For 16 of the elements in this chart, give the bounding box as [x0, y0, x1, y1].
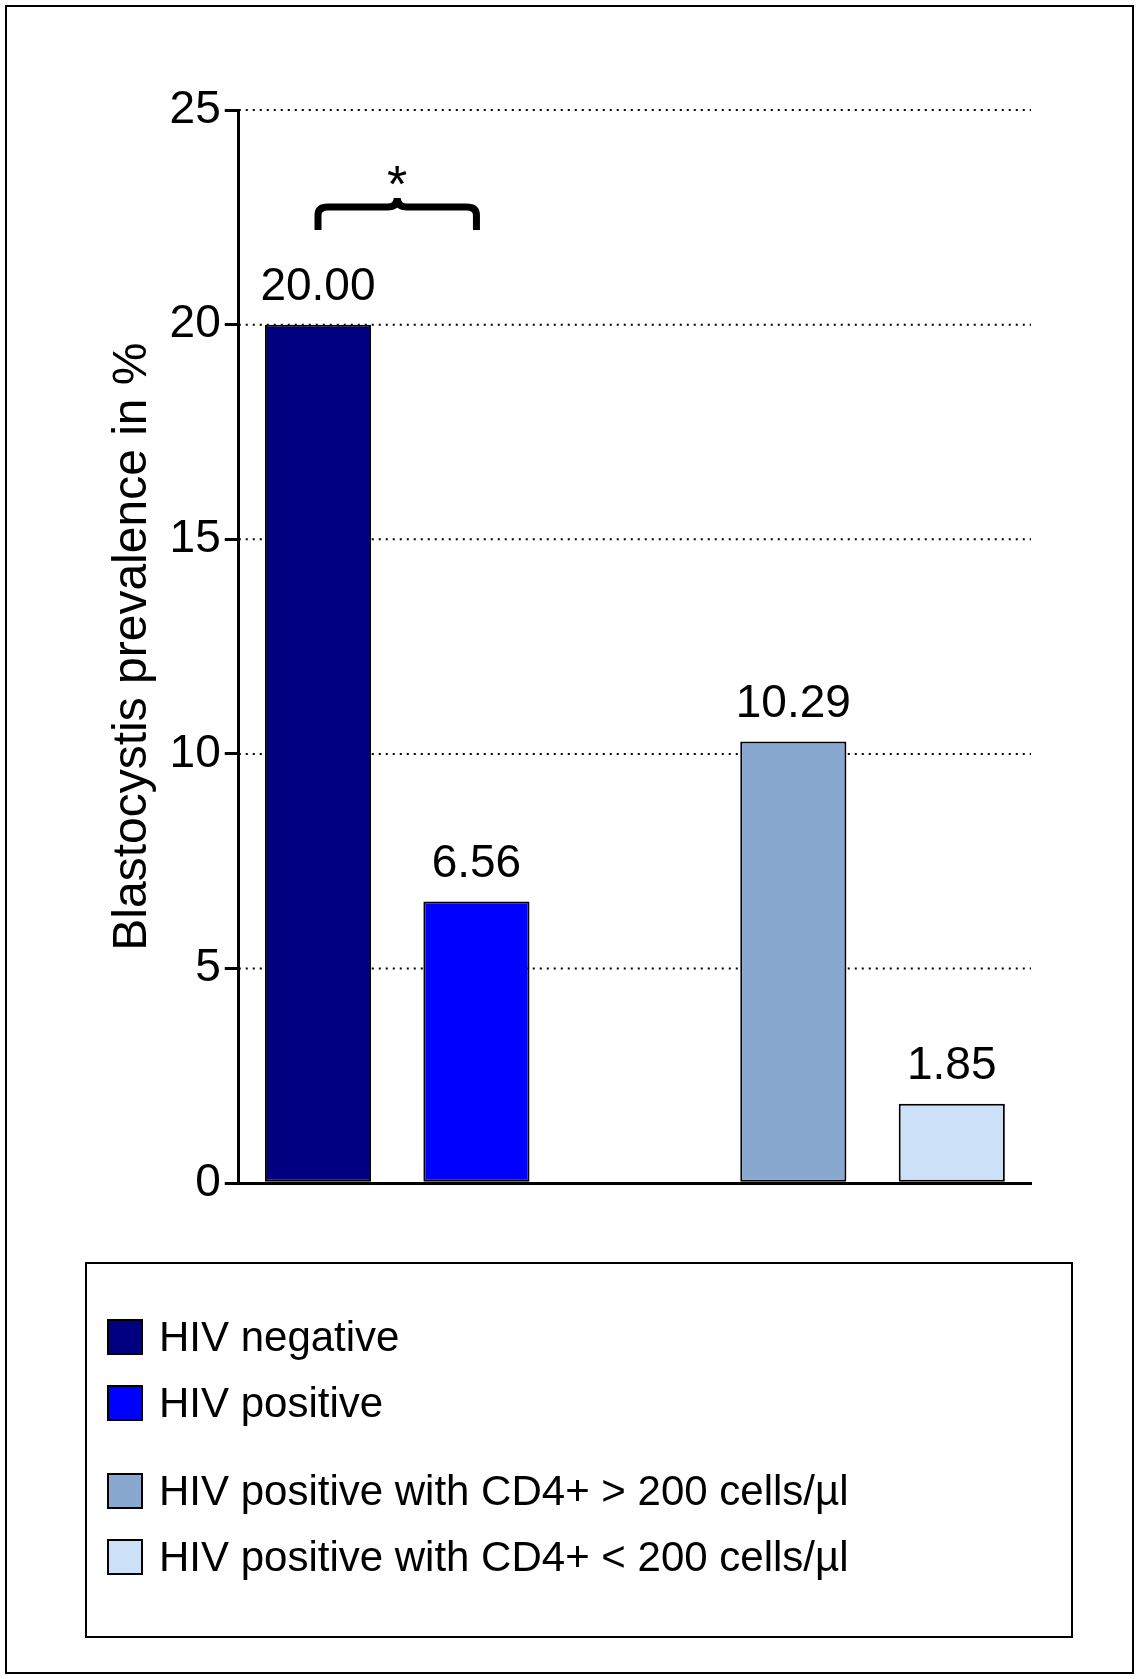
- y-tick-label: 5: [195, 939, 221, 992]
- legend-label: HIV negative: [159, 1313, 400, 1361]
- y-tick-label: 0: [195, 1153, 221, 1206]
- annotation: *: [386, 155, 409, 214]
- data-label: 20.00: [260, 258, 376, 311]
- y-tick-label: 15: [169, 509, 221, 562]
- y-tick-label: 20: [169, 295, 221, 348]
- y-tick-label: 10: [169, 724, 221, 777]
- legend-label: HIV positive: [159, 1379, 384, 1427]
- legend-label: HIV positive with CD4+ > 200 cells/µl: [159, 1467, 849, 1515]
- data-label: 6.56: [431, 835, 522, 888]
- y-tick-label: 25: [169, 80, 221, 133]
- legend-label: HIV positive with CD4+ < 200 cells/µl: [159, 1533, 849, 1581]
- data-label: 1.85: [907, 1037, 997, 1090]
- y-axis-title: Blastocystis prevalence in %: [103, 342, 157, 951]
- data-label: 10.29: [735, 675, 851, 728]
